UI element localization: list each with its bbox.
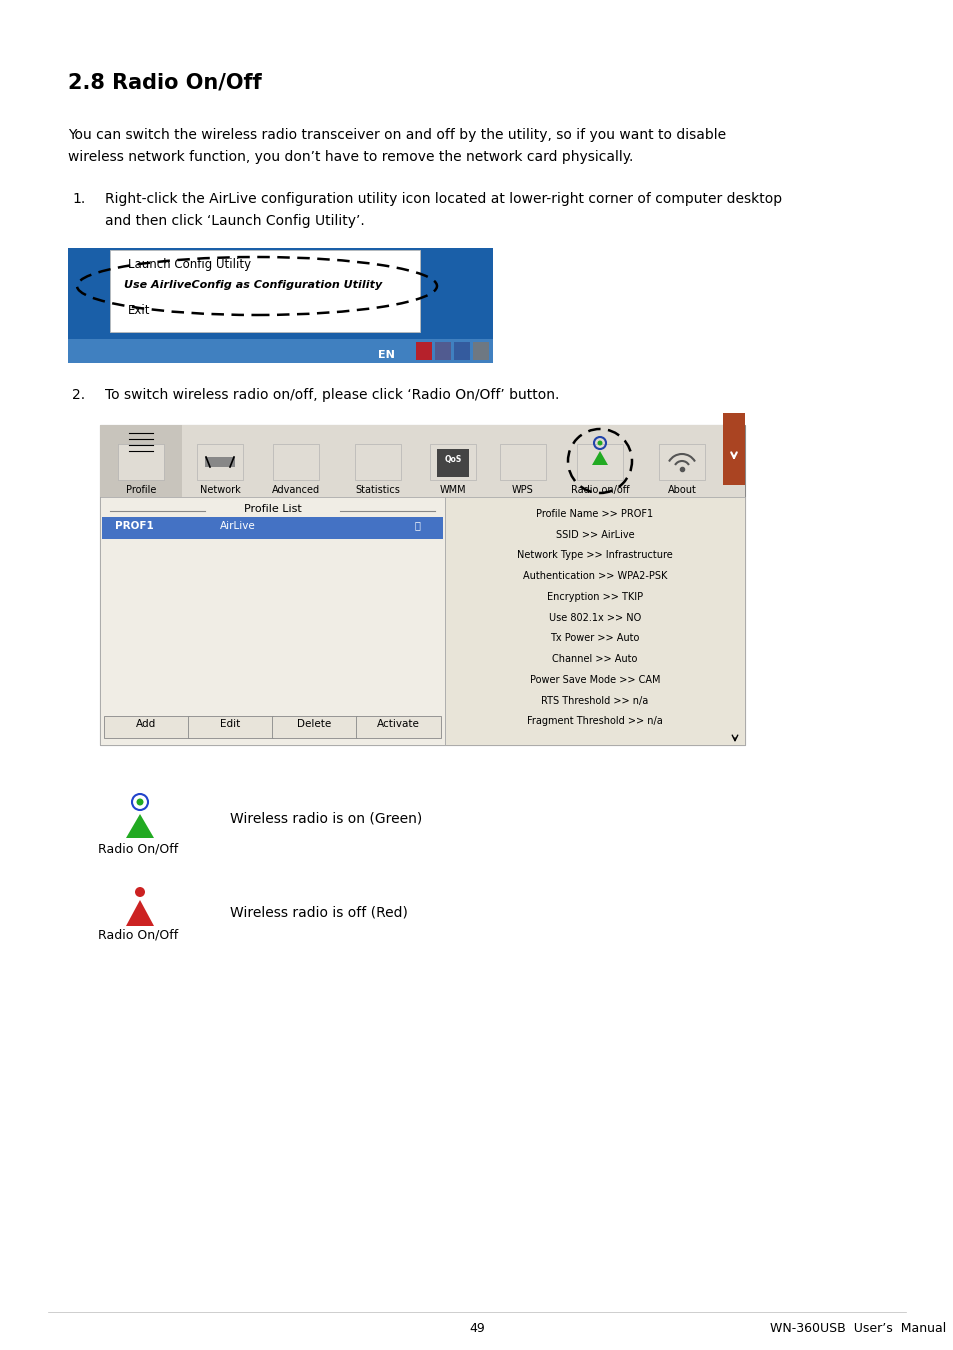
Text: 🔑: 🔑 xyxy=(415,520,420,531)
FancyBboxPatch shape xyxy=(104,716,189,738)
Text: AirLive: AirLive xyxy=(220,521,255,531)
Text: Launch Config Utility: Launch Config Utility xyxy=(128,258,251,271)
FancyBboxPatch shape xyxy=(68,248,493,363)
Text: Add: Add xyxy=(136,720,156,729)
Text: Use AirliveConfig as Configuration Utility: Use AirliveConfig as Configuration Utili… xyxy=(124,279,382,290)
Polygon shape xyxy=(126,814,153,838)
Text: Exit: Exit xyxy=(128,304,151,317)
Text: QoS: QoS xyxy=(444,455,461,464)
Text: RTS Threshold >> n/a: RTS Threshold >> n/a xyxy=(540,695,648,706)
Text: Channel >> Auto: Channel >> Auto xyxy=(552,655,637,664)
FancyBboxPatch shape xyxy=(100,425,744,745)
FancyBboxPatch shape xyxy=(722,413,744,485)
Text: Delete: Delete xyxy=(297,720,332,729)
Text: Encryption >> TKIP: Encryption >> TKIP xyxy=(546,591,642,602)
Text: Wireless radio is on (Green): Wireless radio is on (Green) xyxy=(230,811,422,826)
Text: Network Type >> Infrastructure: Network Type >> Infrastructure xyxy=(517,551,672,560)
Text: and then click ‘Launch Config Utility’.: and then click ‘Launch Config Utility’. xyxy=(105,215,364,228)
Text: Radio On/Off: Radio On/Off xyxy=(98,927,178,941)
FancyBboxPatch shape xyxy=(110,250,419,332)
Text: WMM: WMM xyxy=(439,485,466,495)
FancyBboxPatch shape xyxy=(102,517,442,539)
Text: To switch wireless radio on/off, please click ‘Radio On/Off’ button.: To switch wireless radio on/off, please … xyxy=(105,387,558,402)
Text: Fragment Threshold >> n/a: Fragment Threshold >> n/a xyxy=(527,717,662,726)
FancyBboxPatch shape xyxy=(118,444,164,481)
Text: Profile: Profile xyxy=(126,485,156,495)
FancyBboxPatch shape xyxy=(100,425,744,497)
FancyBboxPatch shape xyxy=(473,342,489,360)
Circle shape xyxy=(135,887,145,896)
FancyBboxPatch shape xyxy=(205,458,234,467)
Text: Radio on/off: Radio on/off xyxy=(570,485,629,495)
FancyBboxPatch shape xyxy=(100,425,182,497)
Text: Wireless radio is off (Red): Wireless radio is off (Red) xyxy=(230,904,408,919)
FancyBboxPatch shape xyxy=(68,339,493,363)
Text: Tx Power >> Auto: Tx Power >> Auto xyxy=(550,633,639,644)
Text: Statistics: Statistics xyxy=(355,485,400,495)
FancyBboxPatch shape xyxy=(416,342,432,360)
Text: Advanced: Advanced xyxy=(272,485,319,495)
FancyBboxPatch shape xyxy=(272,716,356,738)
Text: PROF1: PROF1 xyxy=(115,521,153,531)
Text: 2.8 Radio On/Off: 2.8 Radio On/Off xyxy=(68,72,261,92)
FancyBboxPatch shape xyxy=(355,716,440,738)
Text: Power Save Mode >> CAM: Power Save Mode >> CAM xyxy=(529,675,659,684)
Circle shape xyxy=(136,798,143,806)
FancyBboxPatch shape xyxy=(430,444,476,481)
FancyBboxPatch shape xyxy=(355,444,400,481)
Text: Use 802.1x >> NO: Use 802.1x >> NO xyxy=(548,613,640,622)
Text: 1.: 1. xyxy=(71,192,85,207)
FancyBboxPatch shape xyxy=(659,444,704,481)
Text: SSID >> AirLive: SSID >> AirLive xyxy=(555,529,634,540)
FancyBboxPatch shape xyxy=(454,342,470,360)
Text: Radio On/Off: Radio On/Off xyxy=(98,842,178,855)
Text: WPS: WPS xyxy=(512,485,534,495)
Text: About: About xyxy=(667,485,696,495)
Text: Right-click the AirLive configuration utility icon located at lower-right corner: Right-click the AirLive configuration ut… xyxy=(105,192,781,207)
Text: wireless network function, you don’t have to remove the network card physically.: wireless network function, you don’t hav… xyxy=(68,150,633,163)
FancyBboxPatch shape xyxy=(435,342,451,360)
Text: Profile List: Profile List xyxy=(243,504,301,514)
FancyBboxPatch shape xyxy=(188,716,273,738)
FancyBboxPatch shape xyxy=(444,497,744,745)
Text: Authentication >> WPA2-PSK: Authentication >> WPA2-PSK xyxy=(522,571,666,582)
FancyBboxPatch shape xyxy=(499,444,545,481)
Text: Activate: Activate xyxy=(376,720,419,729)
Text: EN: EN xyxy=(377,350,395,360)
FancyBboxPatch shape xyxy=(436,450,469,477)
FancyBboxPatch shape xyxy=(100,497,444,745)
Text: You can switch the wireless radio transceiver on and off by the utility, so if y: You can switch the wireless radio transc… xyxy=(68,128,725,142)
Text: 2.: 2. xyxy=(71,387,85,402)
Text: Edit: Edit xyxy=(220,720,240,729)
FancyBboxPatch shape xyxy=(196,444,243,481)
Text: WN-360USB  User’s  Manual: WN-360USB User’s Manual xyxy=(769,1322,945,1335)
FancyBboxPatch shape xyxy=(577,444,622,481)
Text: Network: Network xyxy=(199,485,240,495)
Text: Profile Name >> PROF1: Profile Name >> PROF1 xyxy=(536,509,653,518)
Polygon shape xyxy=(126,900,153,926)
Circle shape xyxy=(597,440,602,446)
Text: 49: 49 xyxy=(469,1322,484,1335)
FancyBboxPatch shape xyxy=(273,444,318,481)
Polygon shape xyxy=(592,451,607,464)
